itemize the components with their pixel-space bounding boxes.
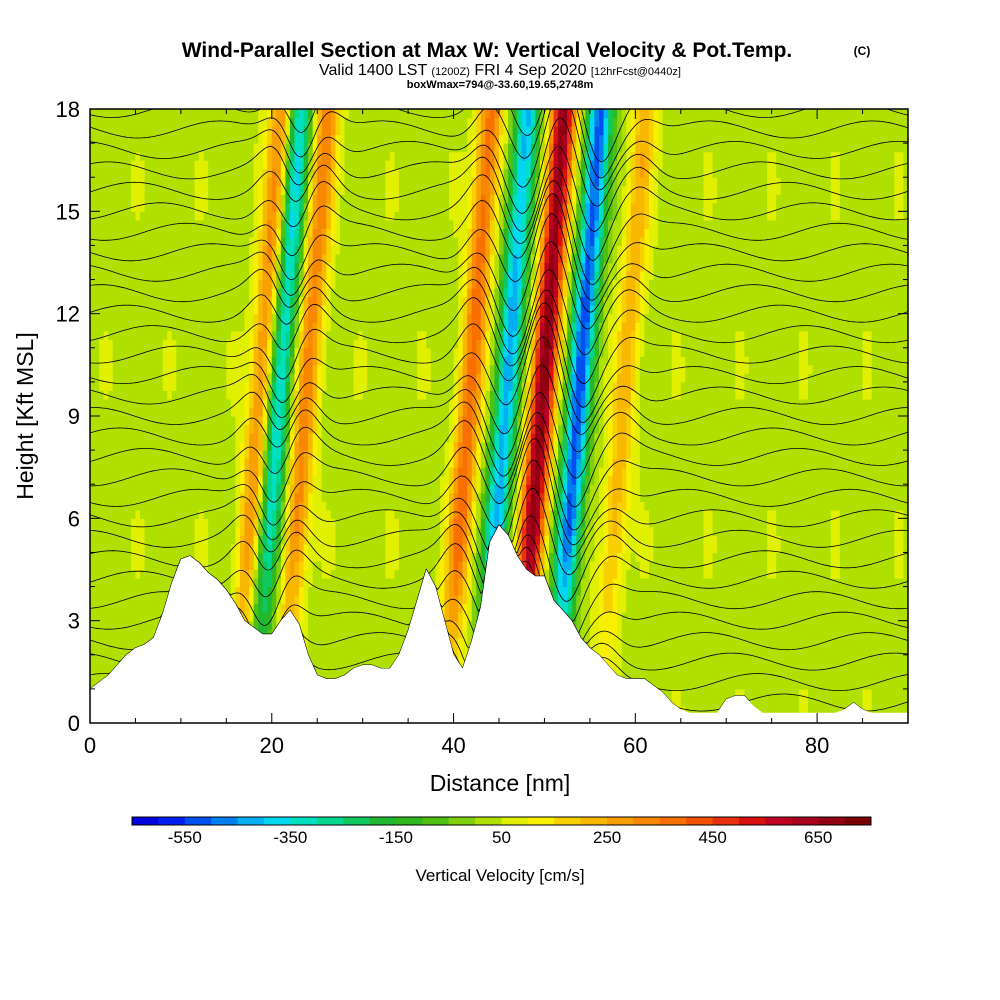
y-axis-label: Height [Kft MSL]: [12, 332, 38, 499]
isentrope-line: [90, 289, 908, 385]
colorbar-swatch: [448, 817, 476, 825]
colorbar-swatch: [369, 817, 397, 825]
isentrope-line: [90, 411, 908, 508]
isentrope-line: [90, 213, 908, 313]
isentrope-line: [90, 109, 908, 191]
colorbar-tick-label: 650: [804, 828, 832, 847]
box-info: boxWmax=794@-33.60,19.65,2748m: [407, 79, 594, 91]
colorbar-swatch: [818, 817, 845, 825]
isentrope-line: [90, 336, 908, 435]
colorbar-swatch: [739, 817, 766, 825]
valid-date: FRI 4 Sep 2020: [474, 62, 586, 79]
isentrope-line: [90, 392, 908, 479]
colorbar-swatch: [712, 817, 740, 825]
isentrope-line: [90, 315, 908, 424]
colorbar-swatch: [237, 817, 265, 825]
colorbar-swatch: [580, 817, 608, 825]
colorbar-swatch: [290, 817, 318, 825]
colorbar-tick-label: -150: [379, 828, 413, 847]
y-axis: 0 3 6 9 12 15 18: [56, 97, 908, 736]
y-tick-label: 15: [56, 199, 80, 224]
colorbar-swatch: [132, 817, 159, 825]
valid-utc: (1200Z): [431, 66, 470, 78]
valid-time-line: Valid 1400 LST (1200Z) FRI 4 Sep 2020 [1…: [319, 62, 681, 79]
isentrope-line: [90, 364, 908, 460]
y-tick-label: 12: [56, 302, 80, 327]
y-tick-label: 6: [68, 506, 80, 531]
colorbar-swatch: [791, 817, 819, 825]
chart-title: Wind-Parallel Section at Max W: Vertical…: [182, 39, 793, 62]
colorbar-label: Vertical Velocity [cm/s]: [415, 866, 584, 885]
colorbar-tick-label: -350: [273, 828, 307, 847]
colorbar-frame: [131, 816, 872, 826]
colorbar-swatch: [554, 817, 582, 825]
colorbar-swatch: [501, 817, 529, 825]
colorbar-swatch: [263, 817, 291, 825]
colorbar-tick-label: 450: [698, 828, 726, 847]
x-tick-label: 60: [623, 733, 647, 758]
isentrope-line: [90, 109, 908, 163]
x-tick-label: 0: [84, 733, 96, 758]
x-axis: 0 20 40 60 80: [84, 109, 909, 758]
x-tick-label: 20: [260, 733, 284, 758]
velocity-field: [90, 109, 908, 723]
colorbar-swatch: [184, 817, 212, 825]
terrain: [90, 525, 908, 723]
colorbar-tick-label: 50: [492, 828, 511, 847]
colorbar-swatch: [158, 817, 186, 825]
colorbar-tick-label: -550: [168, 828, 202, 847]
colorbar-tick-label: 250: [593, 828, 621, 847]
colorbar-swatch: [844, 817, 872, 825]
y-tick-label: 3: [68, 609, 80, 634]
colorbar-swatch: [607, 817, 634, 825]
colorbar-swatch: [659, 817, 687, 825]
isentrope-line: [90, 240, 908, 337]
x-axis-label: Distance [nm]: [430, 770, 571, 796]
y-tick-label: 9: [68, 404, 80, 429]
isentrope-line: [90, 166, 908, 261]
colorbar-swatch: [316, 817, 344, 825]
isentrope-line: [90, 180, 908, 286]
isentrope-line: [90, 117, 908, 214]
colorbar-swatch: [395, 817, 423, 825]
x-tick-label: 40: [441, 733, 465, 758]
isentrope-line: [90, 269, 908, 356]
valid-prefix: Valid 1400 LST: [319, 62, 427, 79]
colorbar-swatch: [211, 817, 238, 825]
isentrope-line: [90, 424, 908, 531]
colorbar-swatch: [422, 817, 450, 825]
colorbar-swatch: [633, 817, 661, 825]
isentrope-line: [90, 193, 908, 301]
colorbar: -550 -350 -150 50 250 450 650: [131, 816, 872, 847]
colorbar-swatch: [527, 817, 555, 825]
colorbar-swatch: [765, 817, 793, 825]
copyright-mark: (C): [854, 44, 871, 58]
isentrope-line: [90, 145, 908, 232]
colorbar-swatch: [475, 817, 502, 825]
x-tick-label: 80: [805, 733, 829, 758]
y-tick-label: 0: [68, 711, 80, 736]
colorbar-swatch: [343, 817, 370, 825]
y-tick-label: 18: [56, 97, 80, 122]
isentrope-line: [90, 302, 908, 408]
colorbar-swatch: [686, 817, 714, 825]
forecast-info: [12hrFcst@0440z]: [591, 66, 681, 78]
